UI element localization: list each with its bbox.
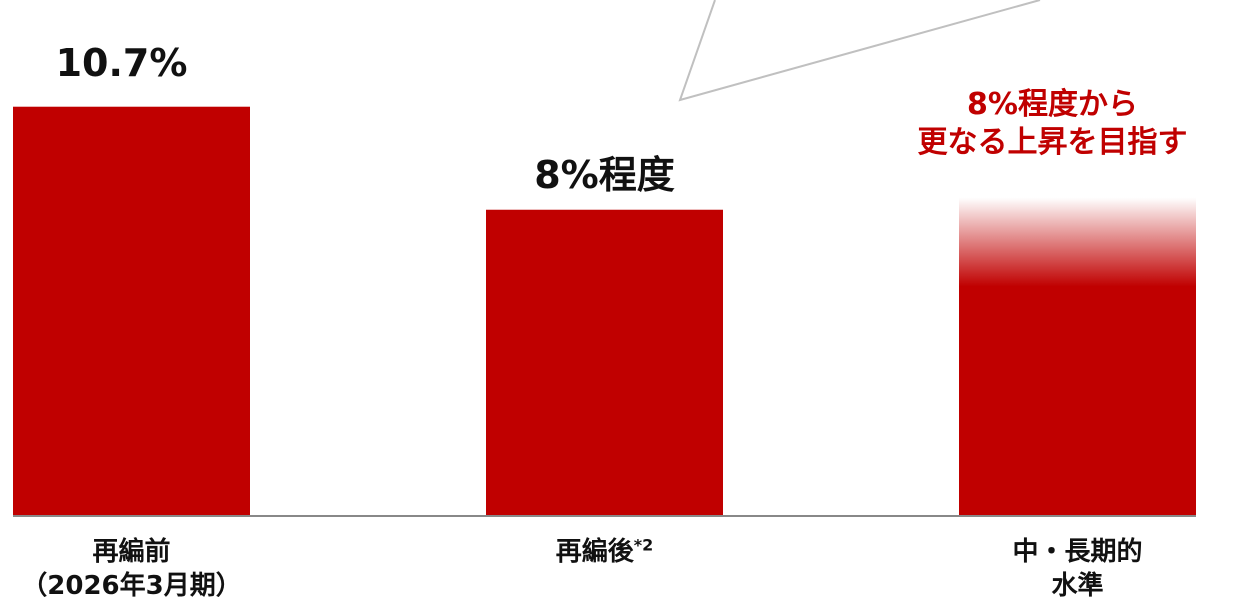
- bar-1: [486, 209, 723, 515]
- bar-2: [959, 197, 1196, 516]
- value-label-0: 10.7%: [55, 40, 188, 85]
- category-label-2-line2: 水準: [1051, 571, 1104, 601]
- category-label-1-line1: 再編後: [555, 537, 634, 567]
- category-label-2-line1: 中・長期的: [1012, 537, 1143, 567]
- category-label-0-line2: （2026年3月期）: [21, 571, 242, 601]
- annotation-line-1: 8%程度から: [967, 86, 1138, 122]
- callout-pointer: [678, 0, 1041, 102]
- category-label-0-line1: 再編前: [92, 537, 171, 567]
- category-label-2: 中・長期的 水準: [939, 535, 1216, 603]
- category-label-1: 再編後*2: [466, 535, 743, 569]
- bar-0: [13, 106, 250, 516]
- bar-annotation: 8%程度から 更なる上昇を目指す: [869, 86, 1236, 162]
- value-label-1: 8%程度: [534, 152, 675, 197]
- annotation-line-2: 更なる上昇を目指す: [917, 124, 1188, 160]
- category-label-1-footnote: *2: [633, 535, 654, 555]
- category-label-0: 再編前 （2026年3月期）: [0, 535, 270, 603]
